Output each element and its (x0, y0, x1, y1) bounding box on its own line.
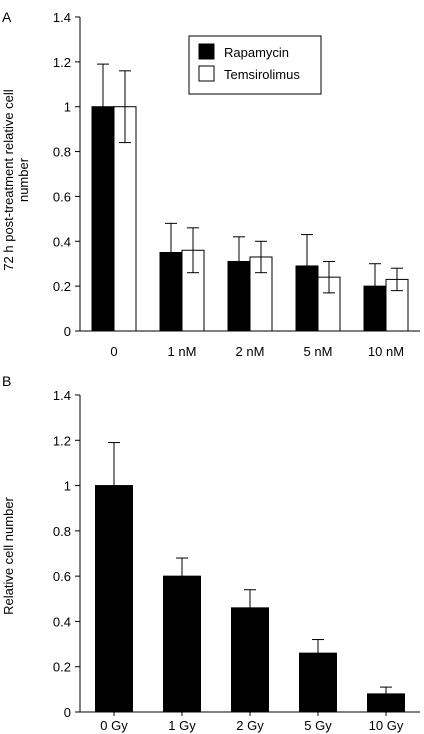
panel-b-y-axis-label: Relative cell number (1, 496, 16, 614)
y-tick-label: 0.4 (53, 614, 71, 629)
panel-a-legend: Rapamycin Temsirolimus (188, 35, 322, 95)
bar (367, 693, 405, 713)
legend-label-temsirolimus: Temsirolimus (224, 67, 300, 82)
panel-a-y-axis-label: 72 h post-treatment relative cell number (1, 89, 31, 270)
y-tick-label: 0 (64, 705, 71, 720)
bar (231, 607, 269, 713)
panel-a-y-axis-label-line1: 72 h post-treatment relative cell (1, 89, 16, 270)
x-tick-label: 10 Gy (369, 718, 404, 733)
panel-a-plot-area: 0 0.2 0.4 0.6 0.8 1 1.2 1.4 0 1 nM 2 nM 5 nM 10 nM (53, 10, 420, 359)
panel-b: B Relative cell number 0 0.2 0.4 0.6 0.8 1 1.2… (1, 373, 420, 733)
y-tick-label: 1 (64, 479, 71, 494)
bar (163, 575, 201, 713)
legend-swatch-temsirolimus (198, 65, 215, 82)
bar (95, 485, 133, 713)
bar (299, 652, 337, 713)
x-tick-label: 1 nM (168, 344, 197, 359)
x-tick-label: 5 Gy (304, 718, 332, 733)
y-tick-label: 1 (64, 100, 71, 115)
panel-b-label: B (2, 373, 11, 389)
y-tick-label: 1.2 (53, 55, 71, 70)
panel-a: A 72 h post-treatment relative cell numb… (1, 9, 420, 359)
x-tick-label: 5 nM (304, 344, 333, 359)
y-tick-label: 0.8 (53, 524, 71, 539)
y-tick-label: 1.4 (53, 388, 71, 403)
y-tick-label: 1.2 (53, 433, 71, 448)
y-tick-label: 0 (64, 324, 71, 339)
panel-b-plot-area: 0 0.2 0.4 0.6 0.8 1 1.2 1.4 0 Gy 1 Gy 2 Gy 5 Gy 10 G… (53, 388, 420, 733)
x-tick-label: 0 (110, 344, 117, 359)
legend-swatch-rapamycin (198, 43, 215, 60)
x-tick-label: 1 Gy (168, 718, 196, 733)
panel-a-label: A (2, 9, 12, 25)
y-tick-label: 0.8 (53, 145, 71, 160)
y-tick-label: 1.4 (53, 10, 71, 25)
x-tick-label: 0 Gy (100, 718, 128, 733)
y-tick-label: 0.6 (53, 189, 71, 204)
y-tick-label: 0.4 (53, 234, 71, 249)
y-tick-label: 0.2 (53, 660, 71, 675)
x-tick-label: 10 nM (368, 344, 404, 359)
y-tick-label: 0.6 (53, 569, 71, 584)
x-tick-label: 2 Gy (236, 718, 264, 733)
panel-a-y-axis-label-line2: number (16, 157, 31, 202)
x-tick-label: 2 nM (236, 344, 265, 359)
y-tick-label: 0.2 (53, 279, 71, 294)
legend-label-rapamycin: Rapamycin (224, 45, 289, 60)
